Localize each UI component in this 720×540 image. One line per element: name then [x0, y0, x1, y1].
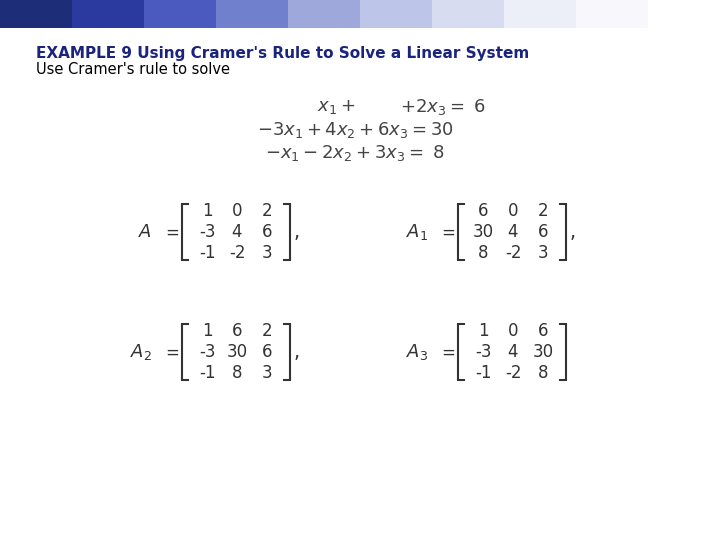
- Text: 0: 0: [508, 322, 518, 340]
- Text: 1: 1: [202, 322, 212, 340]
- Text: 2: 2: [261, 322, 272, 340]
- Text: -2: -2: [505, 364, 521, 382]
- Text: $=$: $=$: [438, 343, 455, 361]
- Text: -1: -1: [199, 364, 215, 382]
- Text: $+2x_3=\ 6$: $+2x_3=\ 6$: [400, 97, 486, 117]
- Text: -3: -3: [199, 343, 215, 361]
- Text: 30: 30: [532, 343, 554, 361]
- Text: $=$: $=$: [162, 343, 179, 361]
- Text: ,: ,: [570, 222, 576, 241]
- Bar: [648, 0, 720, 28]
- Text: 3: 3: [538, 244, 549, 262]
- Text: 1: 1: [202, 202, 212, 220]
- Text: $=$: $=$: [438, 223, 455, 241]
- Text: 4: 4: [508, 343, 518, 361]
- Bar: [360, 0, 433, 28]
- Text: 8: 8: [478, 244, 488, 262]
- Bar: [576, 0, 649, 28]
- Bar: [0, 0, 73, 28]
- Text: $A_2$: $A_2$: [130, 342, 152, 362]
- Text: 2: 2: [261, 202, 272, 220]
- Text: 6: 6: [262, 343, 272, 361]
- Bar: [0, 4, 22, 26]
- Text: -3: -3: [199, 223, 215, 241]
- Text: 3: 3: [261, 244, 272, 262]
- Bar: [72, 0, 145, 28]
- Text: ,: ,: [294, 342, 300, 361]
- Text: 6: 6: [262, 223, 272, 241]
- Text: 1: 1: [477, 322, 488, 340]
- Text: 6: 6: [232, 322, 242, 340]
- Text: -2: -2: [229, 244, 246, 262]
- Text: 6: 6: [538, 322, 548, 340]
- Text: $A_1$: $A_1$: [406, 222, 428, 242]
- Text: $A$: $A$: [138, 223, 152, 241]
- Text: -3: -3: [474, 343, 491, 361]
- Text: 6: 6: [538, 223, 548, 241]
- Bar: [216, 0, 289, 28]
- Text: 3: 3: [261, 364, 272, 382]
- Text: 8: 8: [538, 364, 548, 382]
- Text: 2: 2: [538, 202, 549, 220]
- Bar: [288, 0, 361, 28]
- Text: $x_1 +$: $x_1 +$: [317, 98, 355, 116]
- Text: 8: 8: [232, 364, 242, 382]
- Text: -2: -2: [505, 244, 521, 262]
- Text: $-x_1-2x_2+3x_3=\ 8$: $-x_1-2x_2+3x_3=\ 8$: [265, 143, 445, 163]
- Text: 30: 30: [226, 343, 248, 361]
- Bar: [144, 0, 217, 28]
- Text: 4: 4: [508, 223, 518, 241]
- Text: $=$: $=$: [162, 223, 179, 241]
- Text: $-3x_1+4x_2+6x_3=30$: $-3x_1+4x_2+6x_3=30$: [256, 120, 454, 140]
- Text: 0: 0: [232, 202, 242, 220]
- Bar: [504, 0, 577, 28]
- Text: Use Cramer's rule to solve: Use Cramer's rule to solve: [36, 62, 230, 77]
- Text: EXAMPLE 9 Using Cramer's Rule to Solve a Linear System: EXAMPLE 9 Using Cramer's Rule to Solve a…: [36, 46, 529, 61]
- Text: 4: 4: [232, 223, 242, 241]
- Text: $A_3$: $A_3$: [406, 342, 428, 362]
- Text: 0: 0: [508, 202, 518, 220]
- Text: 30: 30: [472, 223, 494, 241]
- Text: ,: ,: [294, 222, 300, 241]
- Text: -1: -1: [199, 244, 215, 262]
- Text: -1: -1: [474, 364, 491, 382]
- Text: 6: 6: [478, 202, 488, 220]
- Bar: [432, 0, 505, 28]
